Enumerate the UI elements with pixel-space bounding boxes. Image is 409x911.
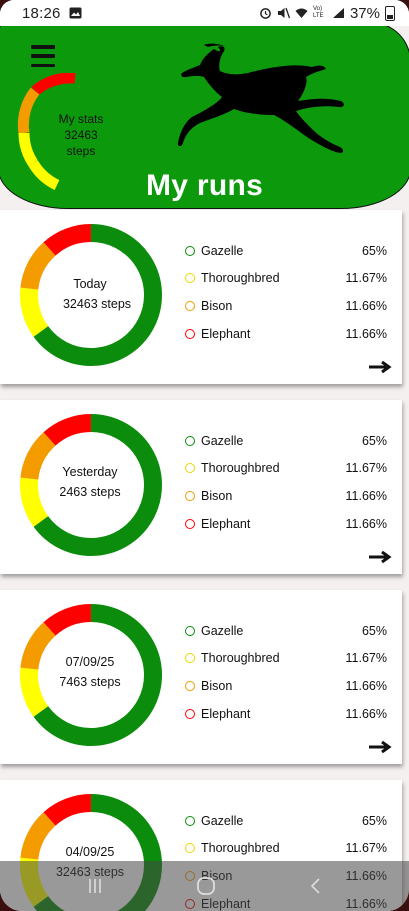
legend-item: Gazelle 65% bbox=[185, 617, 387, 645]
legend-percent: 65% bbox=[327, 244, 387, 258]
network-label: Vo) LTE bbox=[313, 6, 327, 20]
run-card[interactable]: 07/09/25 7463 steps Gazelle 65% Thoroughbred… bbox=[0, 590, 402, 764]
legend-swatch-yellow bbox=[185, 463, 195, 473]
legend-percent: 11.66% bbox=[327, 679, 387, 693]
legend-item: Thoroughbred 11.67% bbox=[185, 835, 387, 863]
battery-icon bbox=[385, 6, 395, 21]
legend-swatch-yellow bbox=[185, 273, 195, 283]
legend-name: Elephant bbox=[201, 707, 327, 721]
legend-item: Thoroughbred 11.67% bbox=[185, 455, 387, 483]
legend-item: Elephant 11.66% bbox=[185, 510, 387, 538]
status-time: 18:26 bbox=[22, 5, 61, 22]
run-date: 04/09/25 bbox=[40, 842, 140, 862]
home-icon[interactable] bbox=[196, 876, 216, 896]
legend-percent: 11.66% bbox=[327, 299, 387, 313]
legend-item: Gazelle 65% bbox=[185, 427, 387, 455]
run-date: Today bbox=[40, 274, 140, 294]
legend-item: Elephant 11.66% bbox=[185, 700, 387, 728]
legend-item: Gazelle 65% bbox=[185, 807, 387, 835]
legend-name: Bison bbox=[201, 299, 327, 313]
page-title: My runs bbox=[0, 169, 409, 203]
mute-icon bbox=[277, 7, 290, 19]
legend-percent: 65% bbox=[327, 814, 387, 828]
stats-summary: My stats 32463 steps bbox=[49, 111, 113, 159]
recent-apps-icon[interactable] bbox=[87, 877, 103, 895]
legend-swatch-orange bbox=[185, 301, 195, 311]
legend-item: Gazelle 65% bbox=[185, 237, 387, 265]
legend-percent: 65% bbox=[327, 624, 387, 638]
gazelle-icon bbox=[174, 43, 354, 155]
legend-name: Elephant bbox=[201, 327, 327, 341]
donut-segment-yellow bbox=[29, 289, 41, 332]
back-icon[interactable] bbox=[309, 877, 323, 895]
run-steps: 2463 steps bbox=[40, 482, 140, 502]
legend-name: Gazelle bbox=[201, 434, 327, 448]
donut-segment-red bbox=[50, 233, 91, 249]
donut-segment-red bbox=[50, 803, 91, 819]
run-date: 07/09/25 bbox=[40, 652, 140, 672]
legend-percent: 65% bbox=[327, 434, 387, 448]
legend-name: Bison bbox=[201, 489, 327, 503]
legend-swatch-red bbox=[185, 709, 195, 719]
alarm-icon bbox=[259, 7, 272, 19]
menu-icon[interactable] bbox=[31, 45, 55, 67]
legend-swatch-yellow bbox=[185, 653, 195, 663]
legend-swatch-red bbox=[185, 519, 195, 529]
legend-name: Gazelle bbox=[201, 244, 327, 258]
legend-swatch-orange bbox=[185, 491, 195, 501]
legend-name: Bison bbox=[201, 679, 327, 693]
run-steps: 32463 steps bbox=[47, 294, 147, 314]
donut-segment-red bbox=[50, 613, 91, 629]
arrow-right-icon[interactable] bbox=[368, 740, 392, 754]
legend-item: Bison 11.66% bbox=[185, 292, 387, 320]
donut-segment-red bbox=[50, 423, 91, 439]
legend-swatch-orange bbox=[185, 681, 195, 691]
battery-percent: 37% bbox=[350, 5, 380, 22]
legend-swatch-green bbox=[185, 246, 195, 256]
legend-item: Thoroughbred 11.67% bbox=[185, 645, 387, 673]
legend-name: Elephant bbox=[201, 517, 327, 531]
legend-percent: 11.66% bbox=[327, 707, 387, 721]
legend-percent: 11.66% bbox=[327, 327, 387, 341]
legend-swatch-green bbox=[185, 816, 195, 826]
legend-percent: 11.66% bbox=[327, 489, 387, 503]
legend-swatch-green bbox=[185, 626, 195, 636]
app-header: My stats 32463 steps My runs bbox=[0, 22, 409, 209]
legend-swatch-red bbox=[185, 329, 195, 339]
run-date: Yesterday bbox=[40, 462, 140, 482]
run-steps: 7463 steps bbox=[40, 672, 140, 692]
system-navbar bbox=[0, 861, 409, 911]
legend-percent: 11.66% bbox=[327, 517, 387, 531]
legend-name: Gazelle bbox=[201, 624, 327, 638]
legend-swatch-green bbox=[185, 436, 195, 446]
status-bar: 18:26 Vo) LTE 37% bbox=[0, 0, 409, 26]
legend-swatch-yellow bbox=[185, 843, 195, 853]
stats-label: My stats bbox=[49, 111, 113, 127]
legend-percent: 11.67% bbox=[327, 841, 387, 855]
legend-item: Bison 11.66% bbox=[185, 672, 387, 700]
legend-name: Thoroughbred bbox=[201, 271, 327, 285]
legend-name: Thoroughbred bbox=[201, 651, 327, 665]
legend-item: Elephant 11.66% bbox=[185, 320, 387, 348]
arrow-right-icon[interactable] bbox=[368, 550, 392, 564]
arrow-right-icon[interactable] bbox=[368, 360, 392, 374]
wifi-icon bbox=[295, 7, 308, 19]
legend-percent: 11.67% bbox=[327, 461, 387, 475]
message-icon bbox=[69, 7, 82, 19]
run-card[interactable]: Yesterday 2463 steps Gazelle 65% Thoroughbre… bbox=[0, 400, 402, 574]
legend-name: Thoroughbred bbox=[201, 841, 327, 855]
legend-percent: 11.67% bbox=[327, 271, 387, 285]
signal-icon bbox=[332, 7, 345, 19]
legend-percent: 11.67% bbox=[327, 651, 387, 665]
run-card[interactable]: Today 32463 steps Gazelle 65% Thoroughbred 11… bbox=[0, 210, 402, 384]
legend-item: Bison 11.66% bbox=[185, 482, 387, 510]
legend-name: Gazelle bbox=[201, 814, 327, 828]
stats-steps: 32463 steps bbox=[49, 127, 113, 159]
legend-name: Thoroughbred bbox=[201, 461, 327, 475]
legend-item: Thoroughbred 11.67% bbox=[185, 265, 387, 293]
